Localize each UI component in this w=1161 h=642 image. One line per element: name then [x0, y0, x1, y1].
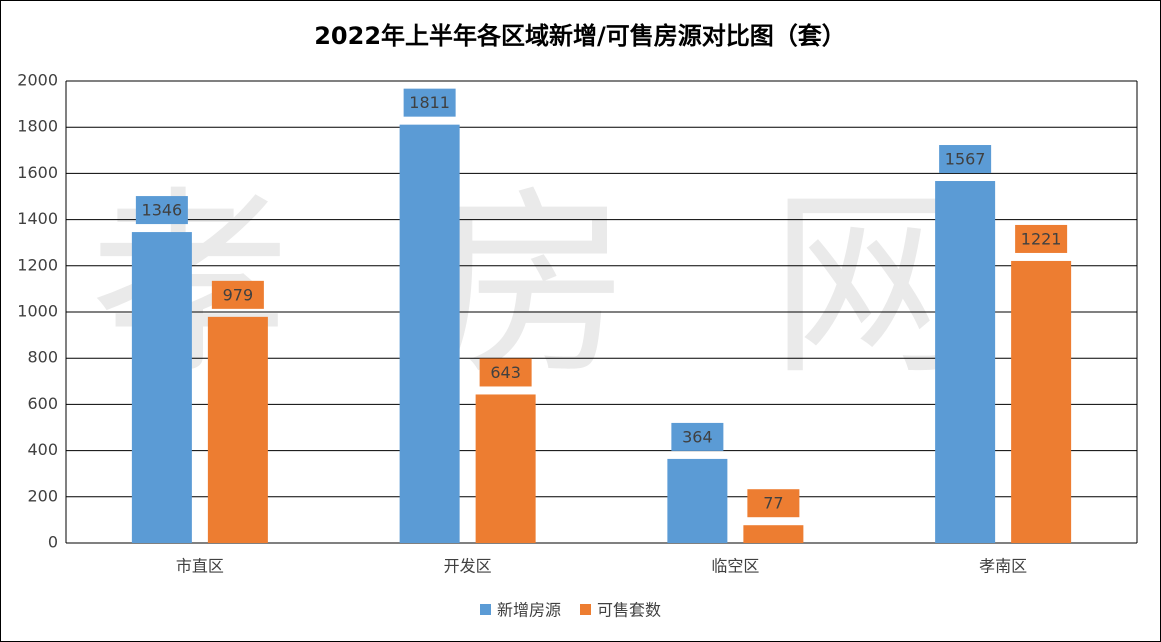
value-label: 1221: [1021, 229, 1062, 248]
y-tick-label: 2000: [17, 71, 58, 90]
value-label: 364: [682, 427, 713, 446]
value-label-box: [671, 422, 724, 451]
value-label: 643: [490, 363, 521, 382]
bar: [207, 316, 268, 543]
y-tick-label: 1800: [17, 117, 58, 136]
value-label-box: [403, 88, 456, 117]
x-tick-label: 开发区: [444, 557, 492, 576]
y-tick-label: 600: [27, 394, 58, 413]
x-tick-label: 孝南区: [979, 557, 1027, 576]
value-label: 979: [223, 285, 254, 304]
bar: [475, 394, 536, 543]
legend-swatch: [580, 604, 591, 615]
value-label-box: [747, 489, 800, 518]
bar: [399, 124, 460, 543]
value-label-box: [479, 358, 532, 387]
y-tick-label: 1600: [17, 163, 58, 182]
y-tick-label: 800: [27, 348, 58, 367]
value-label-box: [135, 196, 188, 225]
bar: [1011, 260, 1072, 543]
value-label-box: [211, 280, 264, 309]
x-tick-label: 临空区: [711, 557, 759, 576]
x-tick-label: 市直区: [176, 557, 224, 576]
chart-title: 2022年上半年各区域新增/可售房源对比图（套）: [314, 22, 846, 50]
y-tick-label: 1000: [17, 302, 58, 321]
bar: [667, 458, 728, 543]
value-label: 1567: [945, 150, 986, 169]
value-label: 1346: [142, 201, 183, 220]
value-label-box: [1015, 224, 1068, 253]
bar: [743, 525, 804, 543]
legend-label: 新增房源: [497, 601, 561, 620]
bar: [935, 181, 996, 543]
legend-label: 可售套数: [597, 601, 661, 620]
bar: [131, 232, 192, 543]
y-tick-label: 1200: [17, 255, 58, 274]
value-label: 77: [763, 494, 783, 513]
value-label-box: [939, 145, 992, 174]
legend-swatch: [480, 604, 491, 615]
value-label: 1811: [409, 93, 450, 112]
y-tick-label: 400: [27, 440, 58, 459]
y-tick-label: 1400: [17, 209, 58, 228]
y-tick-label: 0: [48, 533, 58, 552]
y-tick-label: 200: [27, 486, 58, 505]
